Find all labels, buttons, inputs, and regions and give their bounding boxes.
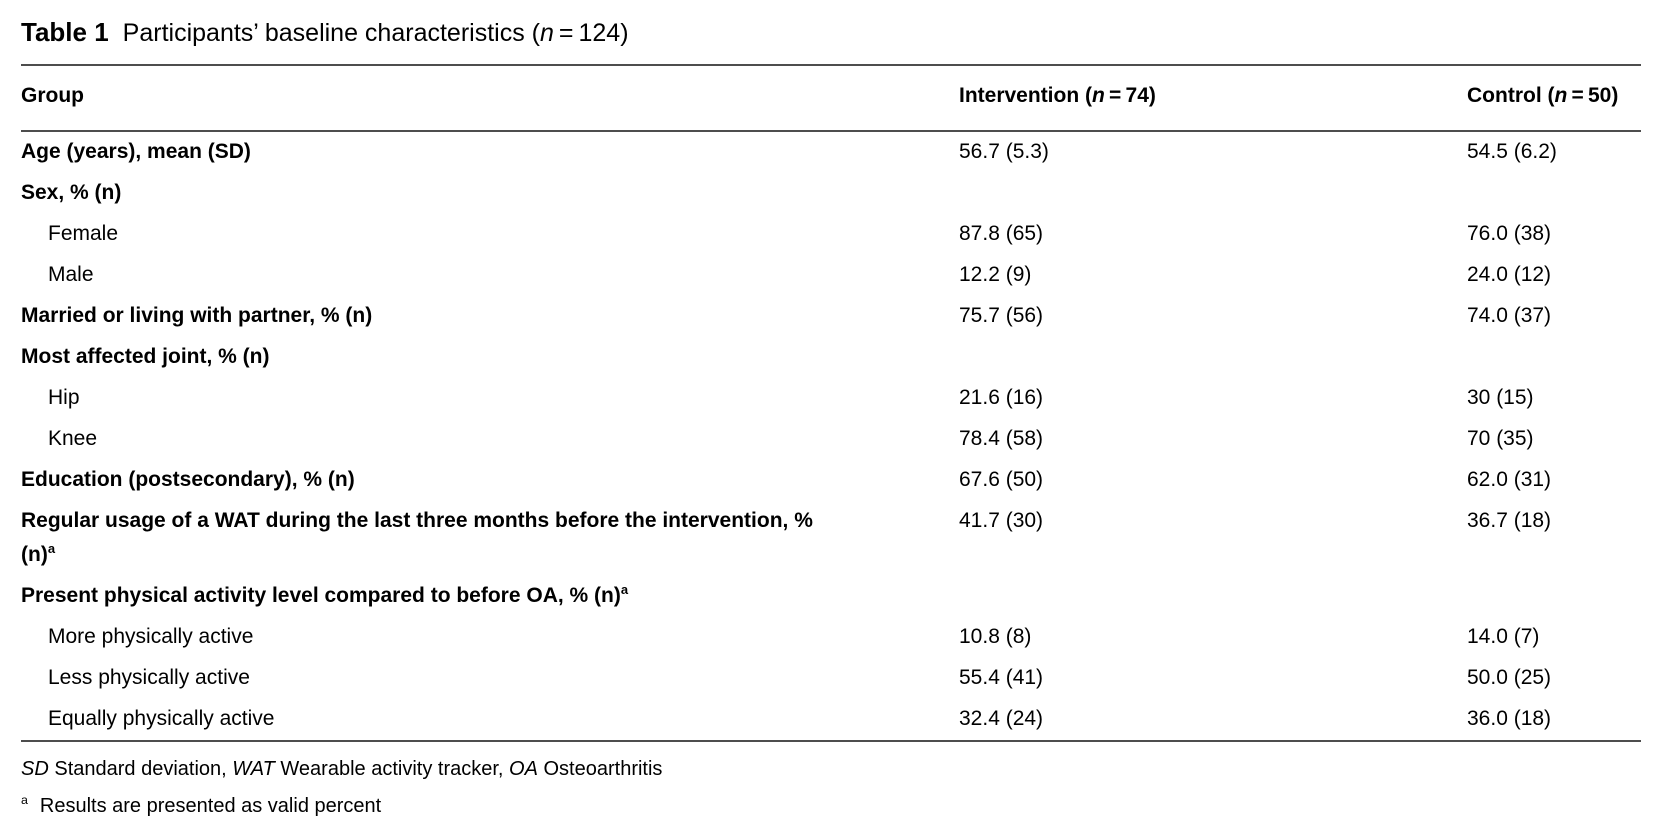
control-value	[1467, 176, 1641, 210]
abbreviations-line: SD Standard deviation, WAT Wearable acti…	[21, 758, 663, 780]
footnote-marker-a: a	[47, 541, 56, 556]
row-label: Most affected joint, % (n)	[21, 345, 270, 368]
control-value: 36.7 (18)	[1467, 509, 1552, 532]
abbr-oa: OA	[509, 758, 538, 780]
intervention-value: 67.6 (50)	[959, 468, 1044, 491]
intervention-value: 41.7 (30)	[959, 509, 1044, 532]
control-value	[1467, 340, 1641, 374]
row-label: Knee	[48, 427, 98, 450]
control-value: 62.0 (31)	[1467, 468, 1552, 491]
table-header-row: Group Intervention (n = 74) Control (n =…	[21, 66, 1641, 130]
intervention-value: 21.6 (16)	[959, 386, 1044, 409]
table-row: Present physical activity level compared…	[21, 576, 1641, 617]
intervention-value: 75.7 (56)	[959, 304, 1044, 327]
intervention-value: 32.4 (24)	[959, 707, 1044, 730]
intervention-value: 78.4 (58)	[959, 427, 1044, 450]
abbr-sd: SD	[21, 758, 49, 780]
table-caption: Participants’ baseline characteristics (…	[122, 19, 629, 47]
intervention-n-italic: n	[1092, 84, 1105, 107]
intervention-value	[959, 176, 1467, 210]
table-row: Equally physically active 32.4 (24) 36.0…	[21, 699, 1641, 740]
control-n-italic: n	[1554, 84, 1568, 107]
control-value: 36.0 (18)	[1467, 707, 1552, 730]
row-label: More physically active	[48, 625, 254, 648]
control-value: 50.0 (25)	[1467, 666, 1552, 689]
control-value: 70 (35)	[1467, 427, 1534, 450]
intervention-value: 56.7 (5.3)	[959, 140, 1049, 163]
footnote-marker-a: a	[620, 582, 629, 597]
table-footnotes: SD Standard deviation, WAT Wearable acti…	[21, 742, 1641, 819]
row-label: Equally physically active	[48, 707, 275, 730]
footnote-marker-a: a	[21, 793, 28, 808]
row-label: Less physically active	[48, 666, 250, 689]
table-row: Knee 78.4 (58) 70 (35)	[21, 419, 1641, 460]
intervention-value: 87.8 (65)	[959, 222, 1044, 245]
table-row: More physically active 10.8 (8) 14.0 (7)	[21, 617, 1641, 658]
table-title: Table 1 Participants’ baseline characteri…	[21, 16, 1641, 50]
row-label: Education (postsecondary), % (n)	[21, 468, 355, 491]
row-label: Sex, % (n)	[21, 181, 122, 204]
row-label: Age (years), mean (SD)	[21, 140, 251, 163]
header-rule	[21, 130, 1641, 132]
control-value: 54.5 (6.2)	[1467, 140, 1557, 163]
column-header-intervention: Intervention (n = 74)	[959, 84, 1156, 107]
intervention-value	[959, 340, 1467, 374]
column-header-control: Control (n = 50)	[1467, 84, 1619, 107]
row-label: Male	[48, 263, 94, 286]
table-row: Male 12.2 (9) 24.0 (12)	[21, 255, 1641, 296]
table-row: Less physically active 55.4 (41) 50.0 (2…	[21, 658, 1641, 699]
table-row: Age (years), mean (SD) 56.7 (5.3) 54.5 (…	[21, 132, 1641, 173]
intervention-value: 55.4 (41)	[959, 666, 1044, 689]
column-header-group: Group	[21, 84, 84, 107]
control-value	[1467, 579, 1641, 613]
table-row: Sex, % (n)	[21, 173, 1641, 214]
control-value: 74.0 (37)	[1467, 304, 1552, 327]
intervention-value: 10.8 (8)	[959, 625, 1032, 648]
row-label: Hip	[48, 386, 80, 409]
bottom-rule	[21, 740, 1641, 742]
table-row: Hip 21.6 (16) 30 (15)	[21, 378, 1641, 419]
footnote-a-text: Results are presented as valid percent	[39, 795, 382, 817]
table-row: Education (postsecondary), % (n) 67.6 (5…	[21, 460, 1641, 501]
intervention-value	[959, 579, 1467, 613]
control-value: 24.0 (12)	[1467, 263, 1552, 286]
caption-n-italic: n	[539, 19, 554, 47]
intervention-value: 12.2 (9)	[959, 263, 1032, 286]
row-label: Female	[48, 222, 119, 245]
table-row: Married or living with partner, % (n) 75…	[21, 296, 1641, 337]
control-value: 30 (15)	[1467, 386, 1534, 409]
table-row: Most affected joint, % (n)	[21, 337, 1641, 378]
table-body: Age (years), mean (SD) 56.7 (5.3) 54.5 (…	[21, 132, 1641, 740]
table-row: Female 87.8 (65) 76.0 (38)	[21, 214, 1641, 255]
row-label: Present physical activity level compared…	[21, 582, 629, 607]
table-number-label: Table 1	[21, 17, 109, 47]
row-label: Regular usage of a WAT during the last t…	[21, 509, 813, 566]
table-row: Regular usage of a WAT during the last t…	[21, 501, 1641, 576]
top-rule	[21, 64, 1641, 66]
control-value: 14.0 (7)	[1467, 625, 1540, 648]
footnote-a-line: a Results are presented as valid percent	[21, 793, 1641, 819]
control-value: 76.0 (38)	[1467, 222, 1552, 245]
abbr-wat: WAT	[232, 758, 275, 780]
row-label: Married or living with partner, % (n)	[21, 304, 373, 327]
